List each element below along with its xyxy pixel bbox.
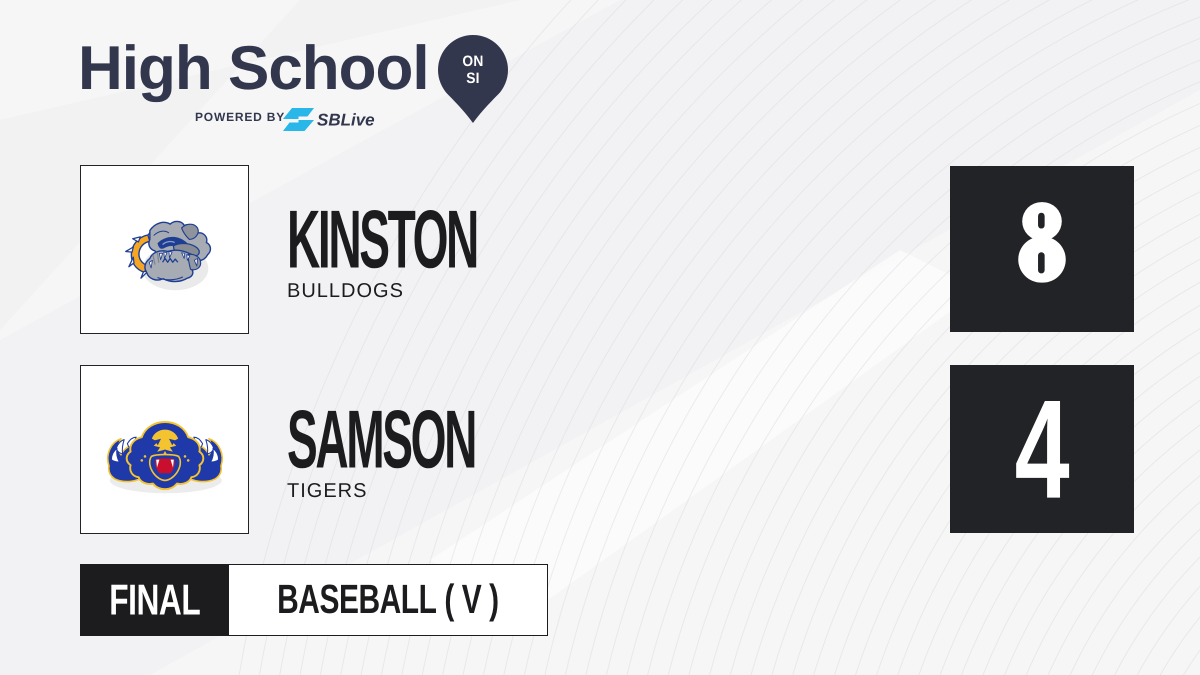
svg-text:SBLive: SBLive (317, 111, 375, 130)
